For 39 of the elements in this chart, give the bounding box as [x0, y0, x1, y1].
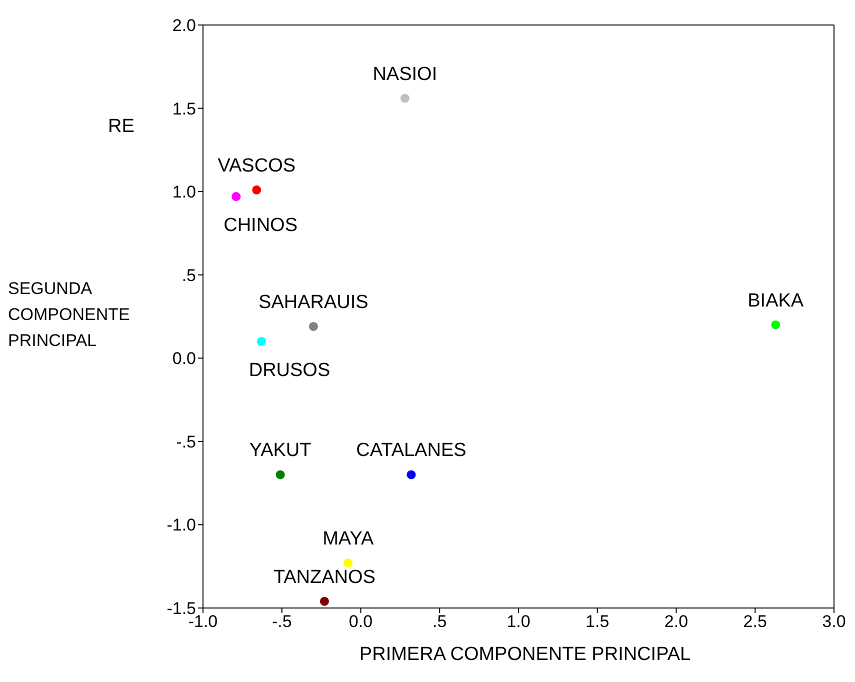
- series-label: TANZANOS: [273, 566, 376, 588]
- series-label: DRUSOS: [248, 360, 330, 381]
- point: [252, 185, 262, 194]
- y-tick-label: -.5: [176, 432, 196, 452]
- y-tick-label: 1.5: [172, 99, 196, 118]
- point: [256, 336, 266, 346]
- series-label: BIAKA: [748, 290, 804, 312]
- series-label: YAKUT: [249, 440, 312, 462]
- series-label: NASIOI: [372, 64, 438, 85]
- series-label: CATALANES: [356, 440, 466, 462]
- x-axis-title: PRIMERA COMPONENTE PRINCIPAL: [358, 644, 692, 666]
- series-label: MAYA: [322, 528, 374, 550]
- point: [276, 470, 285, 480]
- y-tick-label: 1.0: [172, 182, 196, 202]
- series-label: SAHARAUIS: [258, 292, 368, 313]
- x-tick-label: -.5: [272, 612, 292, 632]
- x-tick-label: .5: [432, 612, 447, 632]
- x-tick-label: 1.0: [506, 612, 530, 632]
- y-axis-title: SEGUNDA COMPONENTE PRINCIPAL: [8, 278, 131, 352]
- x-tick-label: 0.0: [348, 612, 373, 632]
- x-tick-label: 2.0: [664, 612, 688, 632]
- series-label: VASCOS: [218, 155, 296, 176]
- y-tick-label: 2.0: [172, 16, 196, 36]
- point: [320, 596, 329, 606]
- y-tick-label: .5: [182, 266, 196, 285]
- point: [406, 470, 416, 480]
- point: [771, 320, 780, 330]
- point: [308, 322, 318, 331]
- point: [400, 94, 410, 103]
- series-label: CHINOS: [224, 215, 298, 236]
- point: [344, 558, 353, 568]
- text: RE: [108, 116, 134, 138]
- y-tick-label: 0.0: [172, 349, 196, 368]
- point: [232, 192, 241, 202]
- x-tick-label: 3.0: [822, 612, 846, 632]
- x-tick-label: 1.5: [586, 612, 610, 632]
- y-tick-label: -1.0: [166, 516, 196, 535]
- y-tick-label: -1.5: [166, 599, 196, 618]
- x-tick-label: 2.5: [743, 612, 767, 632]
